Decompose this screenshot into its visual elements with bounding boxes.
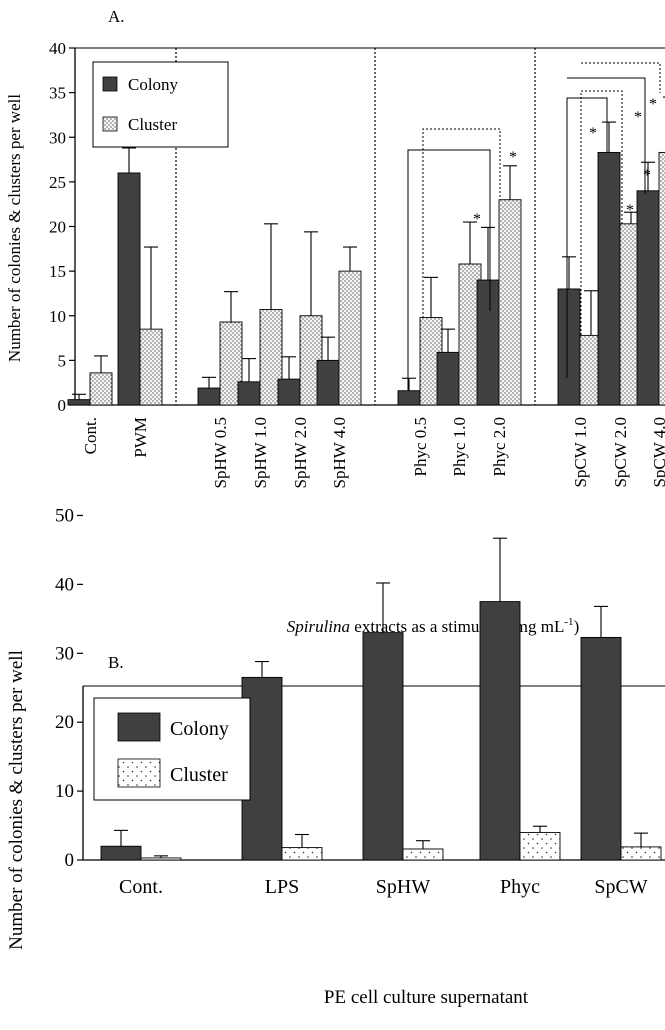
colony-bar bbox=[362, 632, 404, 861]
cluster-bar bbox=[139, 328, 163, 406]
legend-box bbox=[92, 61, 229, 148]
colony-bar bbox=[597, 151, 621, 406]
panel-a-bars bbox=[67, 96, 665, 406]
y-tick-label: 20 bbox=[49, 218, 66, 237]
panel-a-label: A. bbox=[108, 7, 125, 26]
colony-bar bbox=[117, 172, 141, 406]
colony-bar bbox=[67, 399, 91, 406]
panel-b-legend: Colony Cluster bbox=[93, 697, 251, 801]
y-tick-label: 0 bbox=[65, 850, 75, 871]
colony-bar bbox=[479, 601, 521, 861]
y-tick-label: 20 bbox=[55, 712, 74, 733]
category-label: PWM bbox=[131, 417, 150, 458]
colony-bar bbox=[580, 636, 622, 861]
panel-b-x-tick-labels: Cont. LPS SpHW Phyc SpCW bbox=[119, 876, 648, 898]
cluster-bar bbox=[219, 321, 243, 406]
category-label: SpCW 2.0 bbox=[611, 417, 630, 488]
legend-cluster-label: Cluster bbox=[128, 115, 177, 134]
category-label: Phyc 0.5 bbox=[411, 417, 430, 477]
y-tick-label: 25 bbox=[49, 173, 66, 192]
significance-star: * bbox=[509, 149, 517, 166]
y-tick-label: 40 bbox=[55, 574, 74, 595]
significance-bracket bbox=[422, 128, 501, 318]
panel-b-ylabel: Number of colonies & clusters per well bbox=[6, 650, 27, 950]
y-tick-label: 15 bbox=[49, 262, 66, 281]
legend-cluster-swatch bbox=[102, 116, 118, 132]
colony-bar bbox=[316, 359, 340, 406]
legend-cluster-swatch bbox=[117, 758, 161, 788]
cluster-bar bbox=[519, 831, 561, 861]
colony-bar bbox=[237, 381, 261, 406]
panel-a-significance-brackets bbox=[407, 62, 661, 390]
significance-star: * bbox=[589, 125, 597, 142]
legend-colony-label: Colony bbox=[170, 718, 229, 740]
significance-star: * bbox=[626, 202, 634, 219]
panel-a-xlabel: Spirulina extracts as a stimulant (mg mL… bbox=[287, 616, 579, 636]
colony-bar bbox=[277, 378, 301, 406]
panel-a-legend: Colony Cluster bbox=[92, 61, 229, 148]
panel-b-y-ticks: 0 10 20 30 40 50 bbox=[55, 505, 83, 871]
chart-a: A. Number of colonies & clusters per wel… bbox=[5, 7, 665, 636]
cluster-bar bbox=[338, 270, 362, 406]
y-tick-label: 35 bbox=[49, 84, 66, 103]
significance-bracket bbox=[566, 97, 608, 378]
category-label: Cont. bbox=[119, 876, 163, 898]
category-label: Cont. bbox=[81, 417, 100, 454]
y-tick-label: 50 bbox=[55, 505, 74, 526]
category-label: LPS bbox=[265, 876, 299, 898]
category-label: SpCW 4.0 bbox=[650, 417, 665, 488]
category-label: SpCW bbox=[594, 876, 647, 898]
category-label: SpHW 1.0 bbox=[251, 417, 270, 488]
cluster-bar bbox=[281, 847, 323, 861]
colony-bar bbox=[636, 190, 660, 406]
legend-cluster-label: Cluster bbox=[170, 764, 228, 786]
colony-bar bbox=[397, 390, 421, 406]
y-tick-label: 10 bbox=[49, 307, 66, 326]
significance-star: * bbox=[643, 167, 651, 184]
colony-bar bbox=[197, 387, 221, 406]
y-tick-label: 0 bbox=[58, 396, 67, 415]
category-label: Phyc bbox=[500, 876, 540, 898]
significance-bracket bbox=[407, 149, 491, 390]
significance-bracket bbox=[567, 77, 646, 194]
significance-star: * bbox=[649, 96, 657, 113]
cluster-bar bbox=[89, 372, 113, 406]
cluster-bar bbox=[658, 151, 665, 406]
category-label: Phyc 1.0 bbox=[450, 417, 469, 477]
significance-star: * bbox=[473, 211, 481, 228]
y-tick-label: 30 bbox=[55, 643, 74, 664]
y-tick-label: 30 bbox=[49, 128, 66, 147]
colony-bar bbox=[476, 279, 500, 406]
category-label: SpHW 4.0 bbox=[330, 417, 349, 488]
panel-a-significance-markers: * * * * * * * bbox=[473, 96, 657, 228]
significance-star: * bbox=[634, 109, 642, 126]
panel-a-x-tick-labels: Cont. PWM SpHW 0.5 SpHW 1.0 SpHW 2.0 SpHW 4.0… bbox=[81, 417, 665, 488]
cluster-bar bbox=[402, 848, 444, 861]
cluster-bar bbox=[140, 857, 182, 861]
colony-bar bbox=[436, 351, 460, 406]
panel-b-xlabel: PE cell culture supernatant bbox=[324, 987, 529, 1008]
significance-bracket bbox=[580, 90, 623, 335]
legend-colony-swatch bbox=[102, 76, 118, 92]
cluster-bar bbox=[498, 199, 522, 406]
panel-a-y-ticks: 0 5 10 15 20 25 30 35 40 bbox=[49, 39, 75, 415]
y-tick-label: 5 bbox=[58, 351, 67, 370]
chart-b: B. Number of colonies & clusters per wel… bbox=[6, 505, 665, 1008]
legend-colony-label: Colony bbox=[128, 75, 179, 94]
y-tick-label: 40 bbox=[49, 39, 66, 58]
panel-b-label: B. bbox=[108, 653, 124, 672]
cluster-bar bbox=[620, 846, 662, 861]
colony-bar bbox=[100, 845, 142, 861]
category-label: SpHW 0.5 bbox=[211, 417, 230, 488]
y-tick-label: 10 bbox=[55, 781, 74, 802]
category-label: SpHW 2.0 bbox=[291, 417, 310, 488]
colony-bar bbox=[557, 288, 581, 406]
category-label: SpHW bbox=[376, 876, 431, 898]
legend-colony-swatch bbox=[117, 712, 161, 742]
category-label: SpCW 1.0 bbox=[571, 417, 590, 488]
panel-a-ylabel: Number of colonies & clusters per well bbox=[5, 94, 24, 362]
category-label: Phyc 2.0 bbox=[490, 417, 509, 477]
